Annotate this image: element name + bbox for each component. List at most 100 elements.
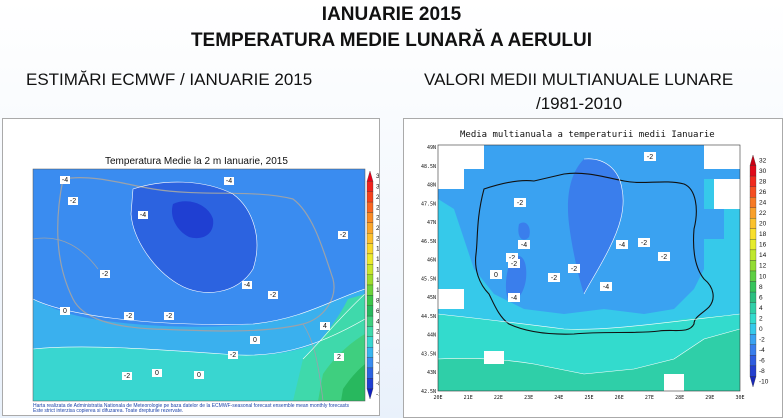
colorbar-swatch [749, 355, 757, 367]
colorbar-label: -2 [376, 349, 379, 356]
colorbar-label: 28 [376, 194, 379, 201]
colorbar-swatch [749, 344, 757, 356]
contour-label: -4 [521, 242, 527, 249]
right-heading-line2: /1981-2010 [536, 94, 623, 113]
colorbar-swatch [749, 207, 757, 219]
contour-label: -2 [230, 352, 236, 359]
contour-label-bg [164, 312, 174, 320]
colorbar-label: -4 [759, 347, 765, 354]
colorbar-label: 30 [759, 168, 767, 175]
colorbar-swatch [366, 388, 374, 400]
colorbar-swatch [366, 170, 374, 182]
ecmwf-field-plus6 [341, 364, 365, 401]
colorbar-label: 6 [759, 294, 763, 301]
colorbar-swatch [366, 347, 374, 358]
colorbar-swatch [749, 228, 757, 240]
lat-tick-label: 47.5N [421, 201, 436, 207]
colorbar-swatch [366, 305, 374, 317]
contour-label: -4 [619, 242, 625, 249]
colorbar-label: 14 [376, 266, 379, 273]
colorbar-label: 8 [759, 284, 763, 291]
lon-tick-label: 22E [494, 395, 503, 401]
contour-label: -4 [226, 178, 232, 185]
contour-label-bg [506, 253, 518, 262]
colorbar-swatch [749, 270, 757, 282]
clim-lat-labels: 49N 48.5N 48N 47.5N 47N 46.5N 46N 45.5N 45N 44.5N… [421, 145, 436, 395]
contour-label: -2 [647, 154, 653, 161]
colorbar-swatch [366, 295, 374, 306]
contour-label: -4 [603, 284, 609, 291]
contour-label: -2 [511, 261, 517, 268]
lat-tick-label: 47N [427, 220, 436, 226]
clim-field-minus4-east [567, 158, 624, 294]
colorbar-label: 18 [759, 231, 767, 238]
colorbar-swatch [366, 222, 374, 234]
colorbar-swatch [366, 284, 374, 296]
colorbar-swatch [749, 313, 757, 324]
ecmwf-field-zero [33, 319, 365, 401]
colorbar-swatch [366, 367, 374, 379]
contour-label-bg [644, 152, 656, 161]
climatology-map-svg: -2-2-2-2-4-2-20-4-2-2-4-4 49N48.5N48N47.… [421, 144, 769, 401]
colorbar-label: 10 [759, 273, 767, 280]
clim-contour-labels: -2-2-2-2-4-2-20-4-2-2-4-4 [490, 152, 670, 302]
clim-field-masked-areas [438, 145, 740, 309]
colorbar-swatch [366, 233, 374, 244]
colorbar-label: 32 [376, 173, 379, 180]
contour-label: -2 [102, 271, 108, 278]
colorbar-swatch [749, 260, 757, 272]
colorbar-label: -2 [759, 337, 765, 344]
contour-label: 0 [155, 370, 159, 377]
colorbar-swatch [749, 239, 757, 251]
colorbar-swatch [366, 315, 374, 327]
colorbar-swatch [749, 376, 757, 388]
lon-tick-label: 28E [675, 395, 684, 401]
left-heading: ESTIMĂRI ECMWF / IANUARIE 2015 [26, 70, 313, 89]
lat-tick-label: 48N [427, 183, 436, 189]
contour-label: -2 [166, 313, 172, 320]
colorbar-label: 16 [376, 256, 379, 263]
colorbar-swatch [366, 357, 374, 369]
colorbar-swatch [749, 186, 757, 198]
contour-label-bg [250, 336, 260, 344]
lon-tick-label: 24E [554, 395, 563, 401]
contour-label: -2 [124, 373, 130, 380]
contour-label: -2 [551, 275, 557, 282]
lat-tick-label: 44N [427, 333, 436, 339]
colorbar-swatch [749, 249, 757, 261]
colorbar-swatch [366, 264, 374, 275]
contour-label: 0 [63, 308, 67, 315]
colorbar-swatch [366, 243, 374, 255]
colorbar-label: 0 [759, 326, 763, 333]
clim-field-masked-south [484, 351, 684, 391]
neighbor-borders-left [33, 237, 324, 401]
colorbar-swatch [749, 218, 757, 229]
colorbar-swatch [749, 291, 757, 303]
colorbar-label: 28 [759, 178, 767, 185]
lat-tick-label: 45N [427, 295, 436, 301]
lon-tick-label: 21E [464, 395, 473, 401]
contour-label: -4 [511, 295, 517, 302]
contour-label-bg [518, 240, 530, 249]
contour-label: -4 [62, 177, 68, 184]
contour-label-bg [508, 293, 520, 302]
lon-tick-label: 26E [615, 395, 624, 401]
ecmwf-map-title: Temperatura Medie la 2 m Ianuarie, 2015 [105, 156, 288, 167]
colorbar-swatch [366, 191, 374, 203]
contour-label: -2 [126, 313, 132, 320]
colorbar-swatch [749, 365, 757, 377]
contour-label-bg [124, 312, 134, 320]
contour-label: -4 [244, 282, 250, 289]
contour-label: -2 [641, 240, 647, 247]
colorbar-swatch [749, 154, 757, 166]
contour-label: 0 [253, 337, 257, 344]
colorbar-label: 4 [759, 305, 763, 312]
colorbar-label: 4 [376, 318, 379, 325]
colorbar-label: -8 [759, 368, 765, 375]
colorbar-label: 20 [376, 235, 379, 242]
contour-label-bg [658, 252, 670, 261]
colorbar-label: 8 [376, 298, 379, 305]
